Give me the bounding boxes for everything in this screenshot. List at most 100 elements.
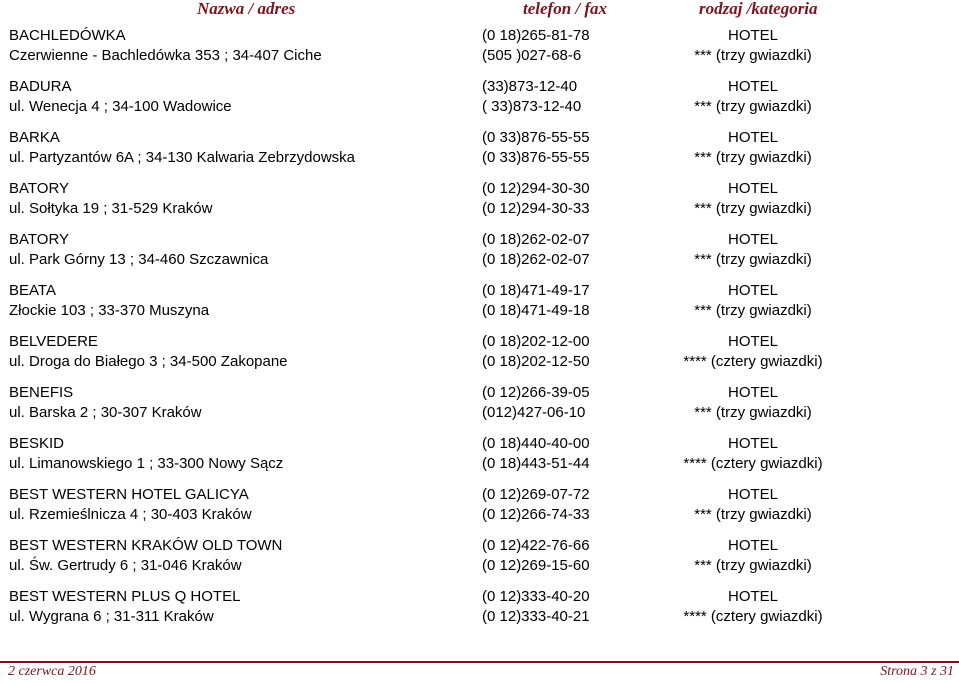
hotel-name: BENEFIS <box>9 384 74 401</box>
entry-line-2: ul. Sołtyka 19 ; 31-529 Kraków (0 12)294-… <box>0 197 959 220</box>
phone-primary: (0 18)471-49-17 <box>482 282 590 299</box>
header-category: rodzaj /kategoria <box>699 0 818 18</box>
phone-secondary: (012)427-06-10 <box>482 404 586 421</box>
hotel-name: BEST WESTERN KRAKÓW OLD TOWN <box>9 537 283 554</box>
hotel-name: BARKA <box>9 129 60 146</box>
hotel-type: HOTEL <box>727 435 778 452</box>
phone-secondary: (0 33)876-55-55 <box>482 149 590 166</box>
entry-line-2: ul. Św. Gertrudy 6 ; 31-046 Kraków (0 12)… <box>0 554 959 577</box>
entry-line-1: BESKID (0 18)440-40-00 HOTEL <box>0 432 959 455</box>
phone-secondary: (0 12)269-15-60 <box>482 557 590 574</box>
entry-line-1: BELVEDERE (0 18)202-12-00 HOTEL <box>0 330 959 353</box>
hotel-category: *** (trzy gwiazdki) <box>694 149 812 166</box>
hotel-category: *** (trzy gwiazdki) <box>694 557 812 574</box>
hotel-address: ul. Limanowskiego 1 ; 33-300 Nowy Sącz <box>9 455 284 472</box>
hotel-name: BATORY <box>9 180 70 197</box>
hotel-category: *** (trzy gwiazdki) <box>694 302 812 319</box>
hotel-address: Złockie 103 ; 33-370 Muszyna <box>9 302 210 319</box>
hotel-entry: BADURA (33)873-12-40 HOTEL ul. Wenecja 4 ; … <box>0 75 959 126</box>
hotel-entry: BATORY (0 12)294-30-30 HOTEL ul. Sołtyka 19… <box>0 177 959 228</box>
phone-primary: (33)873-12-40 <box>482 78 578 95</box>
hotel-category: *** (trzy gwiazdki) <box>694 200 812 217</box>
hotel-entry: BELVEDERE (0 18)202-12-00 HOTEL ul. Droga d… <box>0 330 959 381</box>
hotel-entry: BATORY (0 18)262-02-07 HOTEL ul. Park Górny… <box>0 228 959 279</box>
hotel-address: Czerwienne - Bachledówka 353 ; 34-407 Ci… <box>9 47 322 64</box>
hotel-name: BEST WESTERN HOTEL GALICYA <box>9 486 249 503</box>
hotel-address: ul. Sołtyka 19 ; 31-529 Kraków <box>9 200 213 217</box>
footer-date: 2 czerwca 2016 <box>8 664 96 679</box>
hotel-type: HOTEL <box>727 282 778 299</box>
phone-primary: (0 12)422-76-66 <box>482 537 590 554</box>
phone-primary: (0 12)266-39-05 <box>482 384 590 401</box>
header-name-address: Nazwa / adres <box>197 0 296 18</box>
hotel-address: ul. Wygrana 6 ; 31-311 Kraków <box>9 608 214 625</box>
phone-secondary: (0 18)443-51-44 <box>482 455 590 472</box>
entry-line-1: BACHLEDÓWKA (0 18)265-81-78 HOTEL <box>0 24 959 47</box>
phone-secondary: (0 18)471-49-18 <box>482 302 590 319</box>
hotel-entry: BEST WESTERN HOTEL GALICYA (0 12)269-07-7… <box>0 483 959 534</box>
hotel-type: HOTEL <box>727 486 778 503</box>
entry-line-1: BATORY (0 12)294-30-30 HOTEL <box>0 177 959 200</box>
hotel-category: *** (trzy gwiazdki) <box>694 506 812 523</box>
entry-line-1: BEST WESTERN HOTEL GALICYA (0 12)269-07-7… <box>0 483 959 506</box>
hotel-category: **** (cztery gwiazdki) <box>683 608 823 625</box>
phone-primary: (0 18)440-40-00 <box>482 435 590 452</box>
hotel-address: ul. Św. Gertrudy 6 ; 31-046 Kraków <box>9 557 242 574</box>
hotel-address: ul. Wenecja 4 ; 34-100 Wadowice <box>9 98 232 115</box>
entry-line-1: BEATA (0 18)471-49-17 HOTEL <box>0 279 959 302</box>
phone-primary: (0 12)333-40-20 <box>482 588 590 605</box>
phone-secondary: ( 33)873-12-40 <box>482 98 582 115</box>
hotel-type: HOTEL <box>727 129 778 146</box>
entry-line-2: ul. Rzemieślnicza 4 ; 30-403 Kraków (0 12… <box>0 503 959 526</box>
entry-line-2: ul. Barska 2 ; 30-307 Kraków (012)427-06-… <box>0 401 959 424</box>
entry-line-2: ul. Park Górny 13 ; 34-460 Szczawnica (0 … <box>0 248 959 271</box>
hotel-address: ul. Park Górny 13 ; 34-460 Szczawnica <box>9 251 269 268</box>
entry-line-1: BARKA (0 33)876-55-55 HOTEL <box>0 126 959 149</box>
entry-line-1: BENEFIS (0 12)266-39-05 HOTEL <box>0 381 959 404</box>
hotel-type: HOTEL <box>727 78 778 95</box>
column-header: Nazwa / adres telefon / fax rodzaj /kate… <box>0 0 959 20</box>
phone-primary: (0 12)269-07-72 <box>482 486 590 503</box>
phone-primary: (0 12)294-30-30 <box>482 180 590 197</box>
hotel-list: BACHLEDÓWKA (0 18)265-81-78 HOTEL Czerwienn… <box>0 24 959 636</box>
hotel-entry: BEATA (0 18)471-49-17 HOTEL Złockie 103 ; 3… <box>0 279 959 330</box>
hotel-type: HOTEL <box>727 537 778 554</box>
hotel-category: *** (trzy gwiazdki) <box>694 251 812 268</box>
entry-line-1: BATORY (0 18)262-02-07 HOTEL <box>0 228 959 251</box>
hotel-type: HOTEL <box>727 333 778 350</box>
hotel-address: ul. Droga do Białego 3 ; 34-500 Zakopane <box>9 353 288 370</box>
hotel-type: HOTEL <box>727 27 778 44</box>
hotel-name: BATORY <box>9 231 70 248</box>
hotel-name: BESKID <box>9 435 65 452</box>
entry-line-2: Czerwienne - Bachledówka 353 ; 34-407 Ci… <box>0 44 959 67</box>
phone-secondary: (0 12)266-74-33 <box>482 506 590 523</box>
hotel-type: HOTEL <box>727 588 778 605</box>
entry-line-2: ul. Partyzantów 6A ; 34-130 Kalwaria Zeb… <box>0 146 959 169</box>
hotel-address: ul. Partyzantów 6A ; 34-130 Kalwaria Zeb… <box>9 149 356 166</box>
phone-primary: (0 18)202-12-00 <box>482 333 590 350</box>
footer-divider <box>0 661 959 663</box>
hotel-type: HOTEL <box>727 231 778 248</box>
hotel-name: BEATA <box>9 282 56 299</box>
entry-line-1: BADURA (33)873-12-40 HOTEL <box>0 75 959 98</box>
hotel-name: BACHLEDÓWKA <box>9 27 126 44</box>
header-phone-fax: telefon / fax <box>523 0 608 18</box>
hotel-category: *** (trzy gwiazdki) <box>694 98 812 115</box>
phone-primary: (0 18)265-81-78 <box>482 27 590 44</box>
entry-line-1: BEST WESTERN PLUS Q HOTEL (0 12)333-40-20… <box>0 585 959 608</box>
entry-line-2: ul. Droga do Białego 3 ; 34-500 Zakopane… <box>0 350 959 373</box>
hotel-category: *** (trzy gwiazdki) <box>694 47 812 64</box>
page-footer: 2 czerwca 2016 Strona 3 z 31 <box>0 664 959 682</box>
hotel-entry: BENEFIS (0 12)266-39-05 HOTEL ul. Barska 2 … <box>0 381 959 432</box>
hotel-category: **** (cztery gwiazdki) <box>683 455 823 472</box>
hotel-name: BEST WESTERN PLUS Q HOTEL <box>9 588 241 605</box>
entry-line-2: ul. Wenecja 4 ; 34-100 Wadowice ( 33)873-… <box>0 95 959 118</box>
hotel-name: BADURA <box>9 78 72 95</box>
entry-line-2: Złockie 103 ; 33-370 Muszyna (0 18)471-49… <box>0 299 959 322</box>
hotel-entry: BESKID (0 18)440-40-00 HOTEL ul. Limanowski… <box>0 432 959 483</box>
hotel-address: ul. Rzemieślnicza 4 ; 30-403 Kraków <box>9 506 252 523</box>
phone-primary: (0 33)876-55-55 <box>482 129 590 146</box>
hotel-entry: BEST WESTERN KRAKÓW OLD TOWN (0 12)422-76… <box>0 534 959 585</box>
phone-secondary: (0 18)202-12-50 <box>482 353 590 370</box>
phone-secondary: (0 18)262-02-07 <box>482 251 590 268</box>
